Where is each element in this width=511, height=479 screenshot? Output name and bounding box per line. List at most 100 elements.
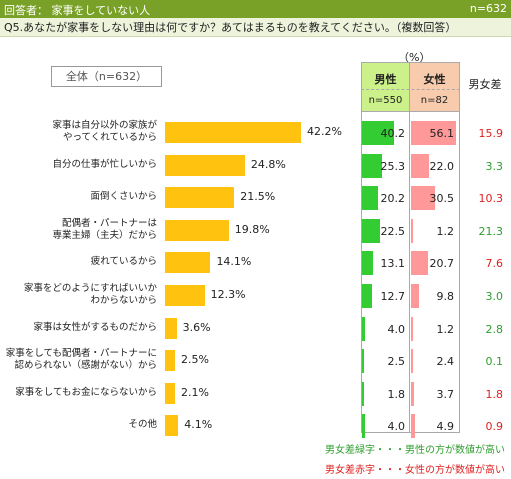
category-label: 家事は自分以外の家族が やってくれているから [0, 120, 157, 144]
category-label-line: 家事をどのようにすればいいか [23, 283, 157, 294]
male-bar [362, 381, 364, 406]
overall-value-label: 4.1% [184, 418, 213, 432]
overall-value-label: 19.8% [234, 222, 270, 236]
female-header-label: 女性 [423, 73, 446, 86]
gender-diff-value: 2.8 [485, 322, 504, 336]
diff-header: 男女差 [468, 78, 502, 91]
female-value: 1.2 [436, 322, 455, 336]
overall-value-label: 14.1% [216, 255, 252, 269]
male-bar [362, 251, 373, 276]
male-column [361, 62, 410, 433]
category-label-line: 配偶者・パートナーは [61, 217, 157, 229]
male-bar [362, 414, 366, 439]
overall-bar [165, 154, 245, 176]
overall-value-label: 24.8% [250, 157, 286, 171]
overall-bar [165, 317, 177, 339]
overall-value-label: 21.5% [240, 190, 276, 204]
category-label-line: その他 [128, 419, 157, 431]
legend-note-green: 男女差緑字・・・男性の方が数値が高い [325, 445, 505, 456]
female-value: 20.7 [429, 257, 455, 271]
male-header-n: n=550 [368, 95, 403, 106]
female-bar [411, 349, 413, 374]
overall-bar [165, 382, 175, 404]
male-bar [362, 153, 383, 178]
female-bar [411, 218, 413, 243]
female-bar [411, 153, 429, 178]
category-label: 家事をしても配偶者・パートナーに 認められない（感謝がない）から [0, 348, 157, 372]
male-bar [362, 284, 373, 308]
unit-label: （%） [398, 51, 431, 64]
female-bar [411, 381, 414, 406]
female-bar [411, 316, 413, 341]
male-header-label: 男性 [374, 73, 397, 86]
female-value: 4.9 [436, 420, 455, 434]
category-label: 面倒くさいから [0, 191, 157, 203]
male-value: 2.5 [387, 355, 406, 369]
overall-label: 全体（n=632） [51, 66, 162, 87]
male-value: 4.0 [387, 420, 406, 434]
female-value: 22.0 [429, 159, 455, 173]
female-value: 56.1 [429, 127, 455, 140]
male-bar [362, 316, 366, 341]
overall-bar [165, 350, 175, 372]
male-header: 男性 n=550 [361, 62, 410, 112]
gender-diff-value: 3.0 [485, 290, 504, 303]
female-header-n: n=82 [420, 95, 449, 106]
gender-diff-value: 0.9 [485, 420, 504, 434]
overall-bar [165, 187, 235, 209]
gender-diff-value: 1.8 [485, 387, 504, 401]
male-bar [362, 186, 379, 211]
overall-value-label: 12.3% [210, 288, 246, 301]
female-value: 30.5 [429, 192, 455, 206]
category-label-line: 家事は自分以外の家族が [52, 120, 157, 131]
male-value: 4.0 [387, 322, 406, 336]
gender-diff-value: 21.3 [478, 224, 504, 238]
female-value: 9.8 [436, 290, 455, 303]
gender-diff-value: 15.9 [478, 127, 504, 140]
overall-bar [165, 415, 179, 437]
male-value: 40.2 [380, 127, 406, 140]
category-label: 家事は女性がするものだから [0, 322, 157, 334]
female-bar [411, 414, 415, 439]
total-n: n=632 [469, 2, 507, 15]
gender-diff-value: 0.1 [485, 355, 504, 369]
category-label: その他 [0, 419, 157, 431]
female-value: 2.4 [436, 355, 455, 369]
category-label-line: 家事をしてもお金にならないから [15, 386, 157, 398]
category-label: 家事をどのようにすればいいか わからないから [0, 283, 157, 307]
overall-bar [165, 285, 205, 306]
category-label: 自分の仕事が忙しいから [0, 159, 157, 171]
category-label-line: 専業主婦（主夫）だから [52, 229, 157, 241]
male-value: 13.1 [380, 257, 406, 271]
male-value: 12.7 [380, 290, 406, 303]
overall-bar [165, 252, 211, 274]
overall-value-label: 2.1% [181, 385, 209, 399]
category-label-line: 面倒くさいから [90, 191, 157, 203]
category-label-line: 家事は女性がするものだから [33, 321, 157, 333]
female-bar [411, 284, 419, 308]
female-header: 女性 n=82 [410, 62, 460, 112]
male-value: 22.5 [380, 224, 406, 238]
male-value: 20.2 [380, 192, 406, 206]
male-value: 25.3 [380, 159, 406, 173]
female-value: 1.2 [436, 224, 455, 238]
overall-value-label: 2.5% [181, 353, 209, 367]
category-label: 疲れているから [0, 256, 157, 268]
female-column [410, 62, 460, 433]
male-value: 1.8 [387, 387, 406, 401]
overall-bar [165, 219, 229, 241]
header-divider [361, 89, 460, 90]
female-value: 3.7 [436, 387, 455, 401]
category-label-line: 認められない（感謝がない）から [14, 360, 157, 372]
respondents-label: 回答者： 家事をしていない人 [4, 4, 151, 17]
overall-value-label: 42.2% [307, 125, 342, 138]
category-label: 家事をしてもお金にならないから [0, 387, 157, 399]
category-label-line: 疲れているから [90, 256, 157, 268]
category-label-line: 自分の仕事が忙しいから [52, 158, 157, 170]
overall-bar [165, 122, 301, 143]
male-bar [362, 121, 395, 145]
male-bar [362, 218, 381, 243]
gender-diff-value: 7.6 [485, 257, 504, 271]
gender-diff-value: 3.3 [485, 159, 504, 173]
category-label: 配偶者・パートナーは 専業主婦（主夫）だから [0, 218, 157, 242]
